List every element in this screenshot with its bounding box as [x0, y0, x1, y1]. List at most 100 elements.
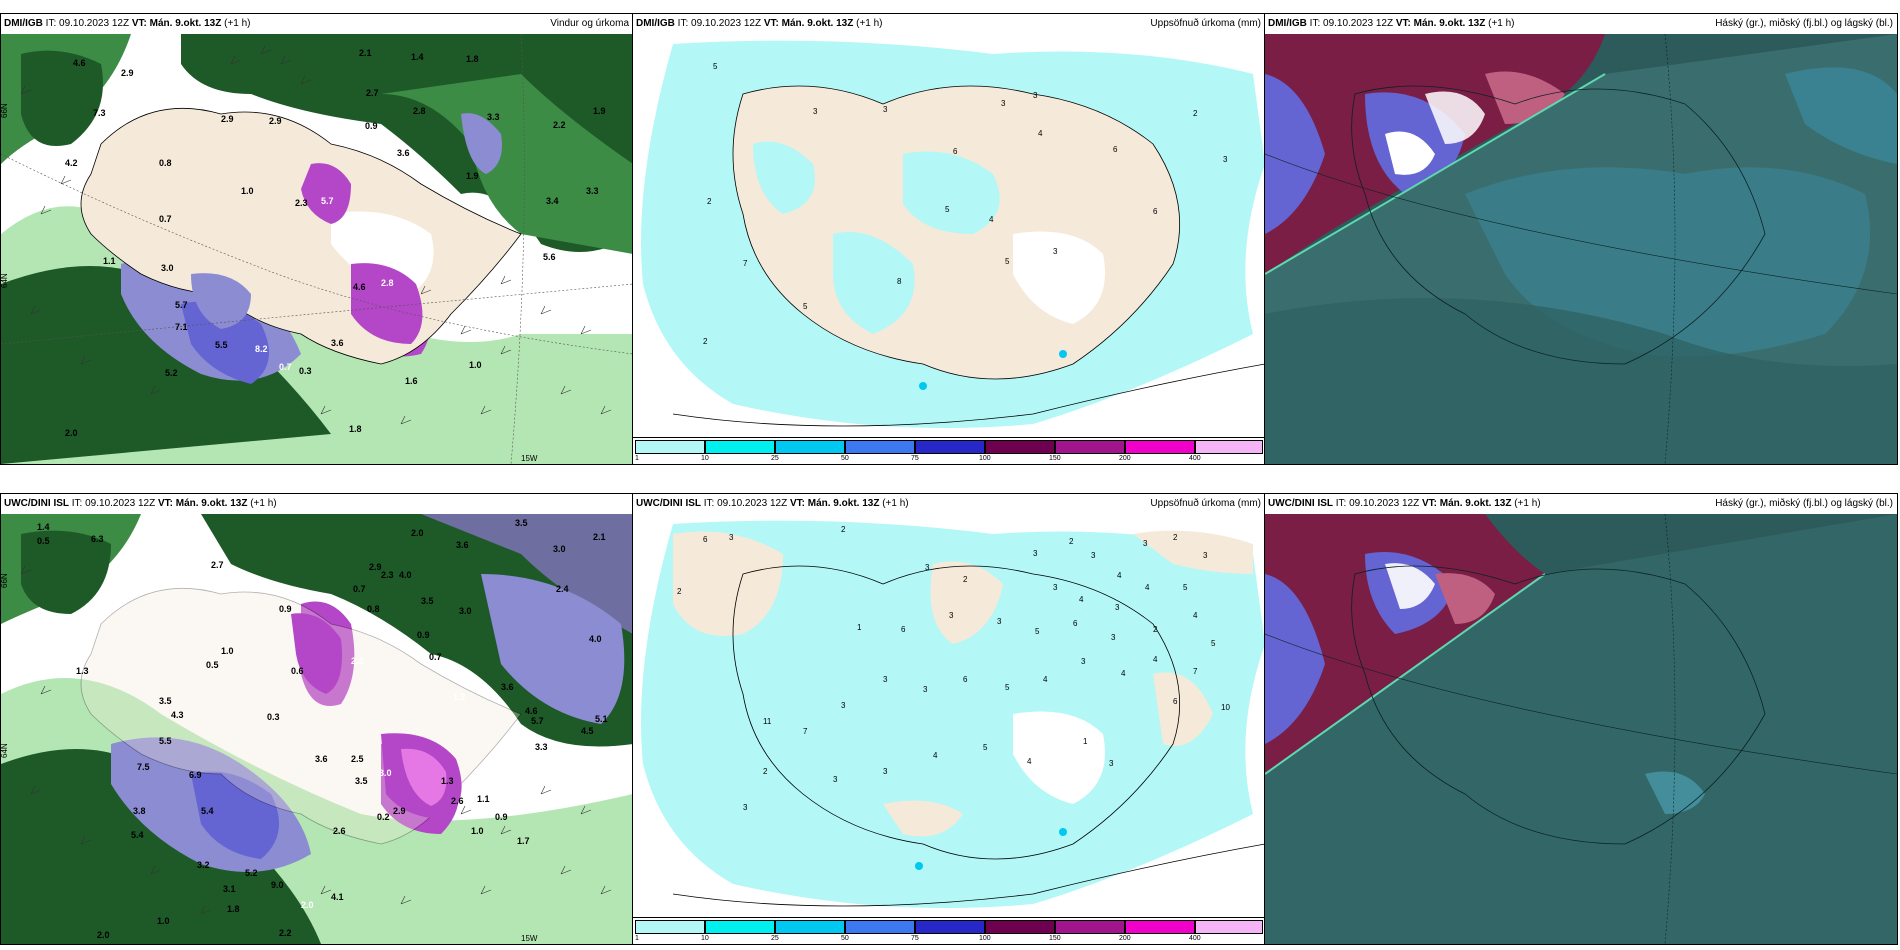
precip-label: 6 [901, 625, 906, 634]
precip-label: 4 [1121, 669, 1126, 678]
precip-label: 3 [883, 767, 888, 776]
accum-precip-map[interactable]: 3 6 2 2 3 3 3 2 3 3 2 4 4 5 3 4 3 2 1 6 [633, 514, 1265, 918]
wind-label: 0.9 [417, 630, 430, 640]
wind-label: 2.8 [381, 278, 394, 288]
precip-label: 7 [803, 727, 808, 736]
precip-label: 3 [923, 685, 928, 694]
precip-label: 3 [1091, 551, 1096, 560]
precip-label: 5 [1211, 639, 1216, 648]
colorbar-bin [1055, 920, 1125, 934]
precip-label: 3 [1053, 247, 1058, 256]
wind-label: 1.9 [466, 171, 479, 181]
colorbar-tick: 1 [635, 935, 639, 942]
clouds-map[interactable] [1265, 34, 1897, 464]
wind-label: 5.2 [245, 868, 258, 878]
init-time: IT: 09.10.2023 12Z [1309, 18, 1394, 29]
lat-label-66n: 66N [1, 573, 9, 588]
wind-label: 5.5 [159, 736, 172, 746]
wind-label: 2.9 [269, 116, 282, 126]
clouds-map[interactable] [1265, 514, 1897, 944]
wind-label: 2.8 [413, 106, 426, 116]
precip-label: 1 [1083, 737, 1088, 746]
colorbar-tick: 150 [1049, 935, 1061, 942]
wind-label: 1.4 [37, 522, 50, 532]
precip-label: 4 [1193, 611, 1198, 620]
panel-header: DMI/IGB IT: 09.10.2023 12Z VT: Mán. 9.ok… [1265, 14, 1897, 34]
wind-label: 0.7 [279, 362, 292, 372]
wind-label: 2.4 [556, 584, 569, 594]
precip-label: 3 [1111, 633, 1116, 642]
precip-colorbar: 1 10 25 50 75 100 150 200 400 [633, 917, 1265, 944]
wind-label: 2.6 [451, 796, 464, 806]
precip-label: 6 [703, 535, 708, 544]
colorbar-bin [775, 920, 845, 934]
wind-label: 3.6 [315, 754, 328, 764]
wind-label: 5.7 [531, 716, 544, 726]
wind-label: 0.9 [365, 121, 378, 131]
colorbar-tick: 10 [701, 935, 709, 942]
wind-label: 5.4 [201, 806, 214, 816]
wind-precip-map[interactable]: 1.4 0.5 6.3 2.0 3.6 3.5 3.0 2.1 2.7 2.9 … [1, 514, 633, 944]
wind-label: 2.2 [351, 656, 364, 666]
wind-label: 0.2 [377, 812, 390, 822]
valid-time: VT: Mán. 9.okt. 13Z [763, 18, 854, 29]
precip-label: 4 [1145, 583, 1150, 592]
precip-label: 10 [1221, 703, 1230, 712]
precip-label: 3 [1203, 551, 1208, 560]
wind-label: 4.0 [589, 634, 602, 644]
forecast-offset: (+1 h) [1488, 18, 1515, 29]
wind-label: 3.0 [459, 606, 472, 616]
wind-label: 8.2 [255, 344, 268, 354]
wind-label: 3.0 [379, 768, 392, 778]
wind-label: 1.8 [227, 904, 240, 914]
precip-label: 5 [1035, 627, 1040, 636]
colorbar-tick: 75 [911, 455, 919, 462]
precip-label: 6 [1153, 207, 1158, 216]
forecast-offset: (+1 h) [224, 18, 251, 29]
init-time: IT: 09.10.2023 12Z [45, 18, 130, 29]
wind-label: 3.8 [133, 806, 146, 816]
wind-label: 4.6 [525, 706, 538, 716]
accum-precip-map[interactable]: 5 3 3 3 3 2 4 6 6 3 2 5 4 7 8 5 5 2 6 3 [633, 34, 1265, 438]
precip-label: 3 [949, 611, 954, 620]
map-canvas: 3 6 2 2 3 3 3 2 3 3 2 4 4 5 3 4 3 2 1 6 [633, 514, 1265, 918]
forecast-offset: (+1 h) [1514, 498, 1541, 509]
wind-label: 2.3 [295, 198, 308, 208]
colorbar-bin [915, 440, 985, 454]
colorbar-tick: 25 [771, 455, 779, 462]
wind-label: 0.8 [159, 158, 172, 168]
colorbar-bin [705, 920, 775, 934]
wind-label: 1.1 [477, 794, 490, 804]
precip-label: 4 [1038, 129, 1043, 138]
precip-label: 2 [1173, 533, 1178, 542]
precip-label: 3 [883, 105, 888, 114]
colorbar-tick: 400 [1189, 935, 1201, 942]
wind-label: 9.0 [271, 880, 284, 890]
colorbar-tick: 10 [701, 455, 709, 462]
precip-label: 3 [997, 617, 1002, 626]
valid-time: VT: Mán. 9.okt. 13Z [789, 498, 880, 509]
colorbar-bin [1125, 920, 1195, 934]
lat-label-64n: 64N [1, 273, 9, 288]
precip-label: 3 [841, 701, 846, 710]
panel-accum-precip-uwc: UWC/DINI ISL IT: 09.10.2023 12Z VT: Mán.… [632, 493, 1266, 945]
colorbar-bin [1125, 440, 1195, 454]
colorbar-bin [845, 920, 915, 934]
precip-label: 2 [1069, 537, 1074, 546]
wind-precip-map[interactable]: 4.6 2.9 7.3 4.2 2.9 2.9 2.1 1.4 1.8 2.7 … [1, 34, 633, 464]
colorbar-tick: 200 [1119, 455, 1131, 462]
precip-label: 2 [1193, 109, 1198, 118]
wind-label: 0.3 [267, 712, 280, 722]
wind-label: 3.4 [546, 196, 559, 206]
wind-label: 4.2 [65, 158, 78, 168]
panel-title: Uppsöfnuð úrkoma (mm) [1150, 18, 1261, 29]
wind-label: 2.0 [65, 428, 78, 438]
precip-label: 3 [925, 563, 930, 572]
forecast-offset: (+1 h) [882, 498, 909, 509]
wind-label: 1.8 [466, 54, 479, 64]
model-name: DMI/IGB [4, 18, 43, 29]
wind-label: 0.7 [353, 584, 366, 594]
wind-label: 3.3 [586, 186, 599, 196]
init-time: IT: 09.10.2023 12Z [703, 498, 788, 509]
colorbar-bin [985, 440, 1055, 454]
